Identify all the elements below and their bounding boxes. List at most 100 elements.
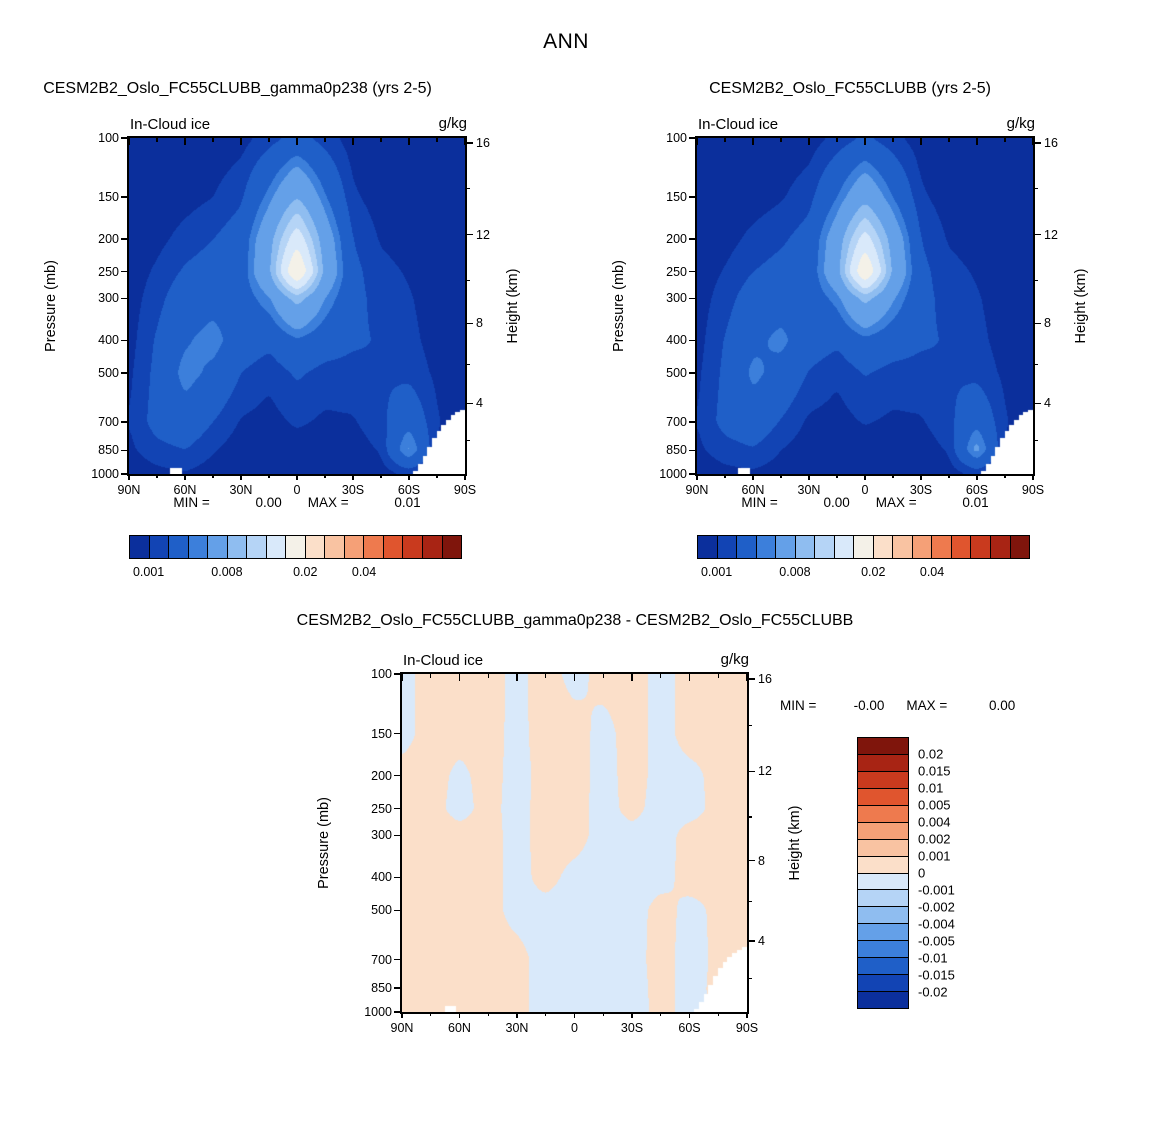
colorbar-cell [421,535,443,559]
height-minor-tick-mark [747,977,752,979]
max-label: MAX = [307,495,349,510]
height-tick-label: 4 [758,934,765,949]
minmax-stats: MIN = 0.00 MAX = 0.01 [697,495,1033,510]
x-tick-mark-bottom [296,474,298,480]
x-tick-mark-bottom [401,1012,403,1018]
pressure-tick-mark [394,732,402,735]
max-value: 0.00 [989,698,1016,713]
colorbar-cell [931,535,952,559]
x-tick-mark-top [976,138,978,145]
x-tick-mark-top [631,674,633,681]
pressure-tick-mark [121,473,129,475]
height-tick-mark [747,940,755,942]
colorbar-tick-label: -0.02 [918,984,948,1000]
colorbar-cell [833,535,855,559]
x-tick-label: 60S [965,483,989,497]
height-tick-mark [747,859,755,862]
pressure-tick-mark [689,339,697,342]
x-tick-mark-top [458,674,461,681]
contour-field-canvas-left [129,138,465,474]
colorbar-cell [857,787,909,806]
pressure-tick-label: 300 [98,291,119,306]
panel-title-right: CESM2B2_Oslo_FC55CLUBB (yrs 2-5) [709,80,991,97]
colorbar-cell [857,991,909,1009]
colorbar-cell [775,535,796,559]
x-minor-tick-top [836,138,838,142]
height-tick-label: 12 [476,227,490,242]
colorbar-cell [716,535,738,559]
colorbar-tick-label: 0.001 [918,848,951,864]
x-tick-mark-bottom [746,1012,748,1018]
plot-box-difference: In-Cloud ice g/kg Pressure (mb) Height (… [316,651,1015,1035]
pressure-tick-label: 200 [666,232,687,247]
colorbar-tick-label: 0.015 [918,763,951,779]
pressure-tick-label: 150 [371,726,392,741]
height-tick-label: 16 [1044,136,1058,151]
height-minor-tick-mark [1033,363,1038,366]
colorbar-cell [129,535,150,559]
colorbar-cell [794,535,816,559]
x-minor-tick-bottom [892,474,894,478]
colorbar-cell [857,838,909,857]
height-tick-label: 8 [758,853,765,868]
x-tick-mark-top [920,138,922,145]
x-tick-label: 30S [620,1021,644,1035]
x-tick-label: 60N [741,483,765,497]
height-tick-mark [1033,142,1041,144]
x-minor-tick-bottom [660,1012,662,1016]
y-axis-title-pressure: Pressure (mb) [611,260,627,352]
pressure-tick-mark [121,238,129,240]
colorbar-tick-label: 0.01 [918,780,944,796]
colorbar-cell [950,535,972,559]
x-tick-mark-bottom [516,1012,518,1018]
x-tick-mark-top [864,138,866,145]
y-axis-title-pressure: Pressure (mb) [43,260,59,352]
x-tick-label: 60N [448,1021,471,1035]
max-label: MAX = [875,495,917,510]
pressure-tick-label: 100 [98,131,119,145]
x-tick-label: 90N [390,1021,414,1035]
pressure-tick-label: 300 [371,828,392,843]
x-tick-label: 60S [397,483,421,497]
height-tick-label: 12 [758,764,772,779]
colorbar-cell [857,872,909,891]
pressure-tick-mark [394,987,402,989]
x-tick-mark-top [352,138,354,145]
colorbar-cell [857,974,909,993]
pressure-tick-label: 250 [371,801,392,816]
x-tick-label: 90N [117,483,141,497]
height-minor-tick-mark [747,816,752,818]
y-axis-title-height: Height (km) [1073,268,1089,344]
x-tick-mark-top [746,674,748,681]
x-minor-tick-top [212,138,214,142]
pressure-tick-mark [689,473,697,475]
colorbar-cell [187,535,209,559]
x-tick-mark-top [184,138,186,145]
height-minor-tick-mark [465,439,470,442]
x-tick-mark-bottom [184,474,186,480]
x-tick-label: 60S [678,1021,701,1035]
pressure-tick-mark [394,958,402,961]
x-tick-mark-bottom [408,474,410,480]
contour-field-canvas-difference [402,674,747,1012]
field-title: In-Cloud ice [130,116,211,133]
panel-title-difference: CESM2B2_Oslo_FC55CLUBB_gamma0p238 - CESM… [296,612,854,629]
pressure-tick-mark [689,270,697,273]
x-minor-tick-bottom [1004,474,1006,478]
x-minor-tick-top [1004,138,1006,142]
x-tick-mark-bottom [864,474,866,480]
min-label: MIN = [780,698,817,713]
colorbar-cell [857,855,909,874]
x-minor-tick-bottom [430,1012,432,1016]
x-tick-label: 0 [861,483,869,497]
height-minor-tick-mark [747,724,752,726]
colorbar-cell [857,737,909,755]
colorbar-cell [265,535,287,559]
colorbar-tick-label: 0.002 [918,831,951,847]
x-minor-tick-top [717,674,719,678]
x-minor-tick-top [268,138,270,142]
colorbar-cell [857,889,909,908]
pressure-tick-label: 100 [666,131,687,145]
units-label: g/kg [1006,115,1035,132]
